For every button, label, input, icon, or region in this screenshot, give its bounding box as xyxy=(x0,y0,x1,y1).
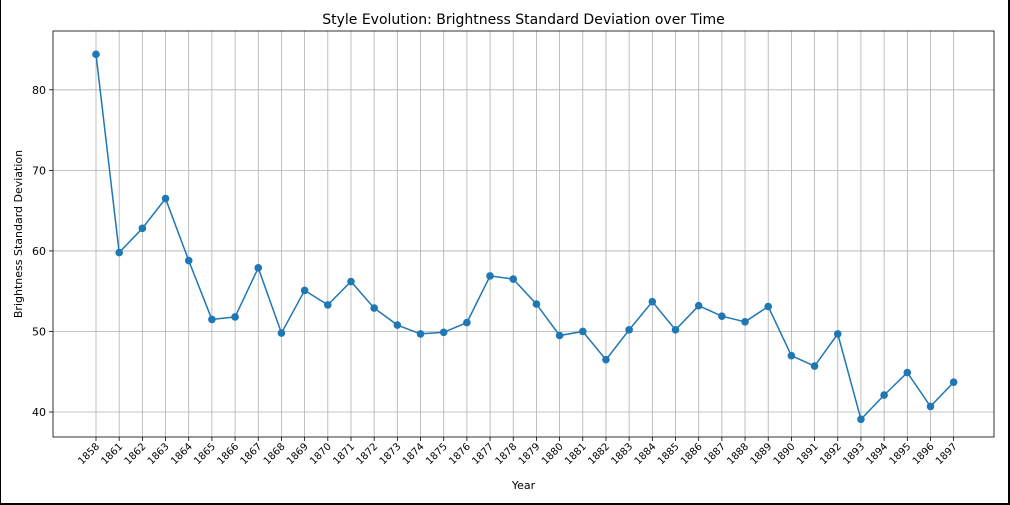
window-border-bottom xyxy=(0,503,1010,505)
data-point xyxy=(555,331,564,340)
data-point xyxy=(880,391,888,399)
data-point xyxy=(578,327,587,336)
y-tick-label: 60 xyxy=(32,245,46,258)
window-border-left xyxy=(0,0,1,505)
data-point xyxy=(208,315,216,324)
y-axis-label: Brightness Standard Deviation xyxy=(12,150,25,318)
data-point xyxy=(671,326,680,334)
data-point xyxy=(254,264,263,272)
data-point xyxy=(764,302,773,311)
data-point xyxy=(324,301,332,309)
grid-lines xyxy=(53,31,994,437)
data-point xyxy=(463,318,471,327)
data-point xyxy=(486,272,494,280)
data-point xyxy=(393,321,402,329)
data-point xyxy=(787,351,796,360)
data-point xyxy=(347,277,355,286)
y-tick-label: 70 xyxy=(32,164,46,177)
data-point xyxy=(741,318,749,326)
plot-frame xyxy=(52,30,995,438)
data-point xyxy=(648,297,657,306)
data-point xyxy=(903,368,912,377)
data-point xyxy=(277,329,286,337)
data-point xyxy=(138,224,147,233)
data-point xyxy=(370,304,378,312)
data-point xyxy=(718,312,726,320)
data-point xyxy=(416,330,425,338)
data-point xyxy=(115,248,123,257)
data-point xyxy=(92,50,100,59)
data-point xyxy=(184,256,193,265)
chart-title: Style Evolution: Brightness Standard Dev… xyxy=(322,12,725,28)
data-point xyxy=(439,328,448,337)
data-point xyxy=(300,286,309,295)
data-point xyxy=(694,301,703,310)
data-point xyxy=(810,362,819,370)
window-border-right xyxy=(1008,0,1010,505)
data-point xyxy=(509,275,518,283)
data-point xyxy=(926,402,935,411)
y-tick-label: 80 xyxy=(32,84,46,97)
series-line xyxy=(95,54,955,421)
y-tick-label: 40 xyxy=(32,406,46,419)
data-point xyxy=(231,313,239,321)
data-point xyxy=(161,194,170,203)
series xyxy=(92,50,958,424)
x-axis-label: Year xyxy=(511,479,536,492)
y-tick-label: 50 xyxy=(32,325,46,338)
data-point xyxy=(833,330,842,338)
data-point xyxy=(949,378,958,387)
data-point xyxy=(602,355,610,364)
data-point xyxy=(625,326,633,334)
data-point xyxy=(532,300,541,308)
data-point xyxy=(857,415,865,424)
